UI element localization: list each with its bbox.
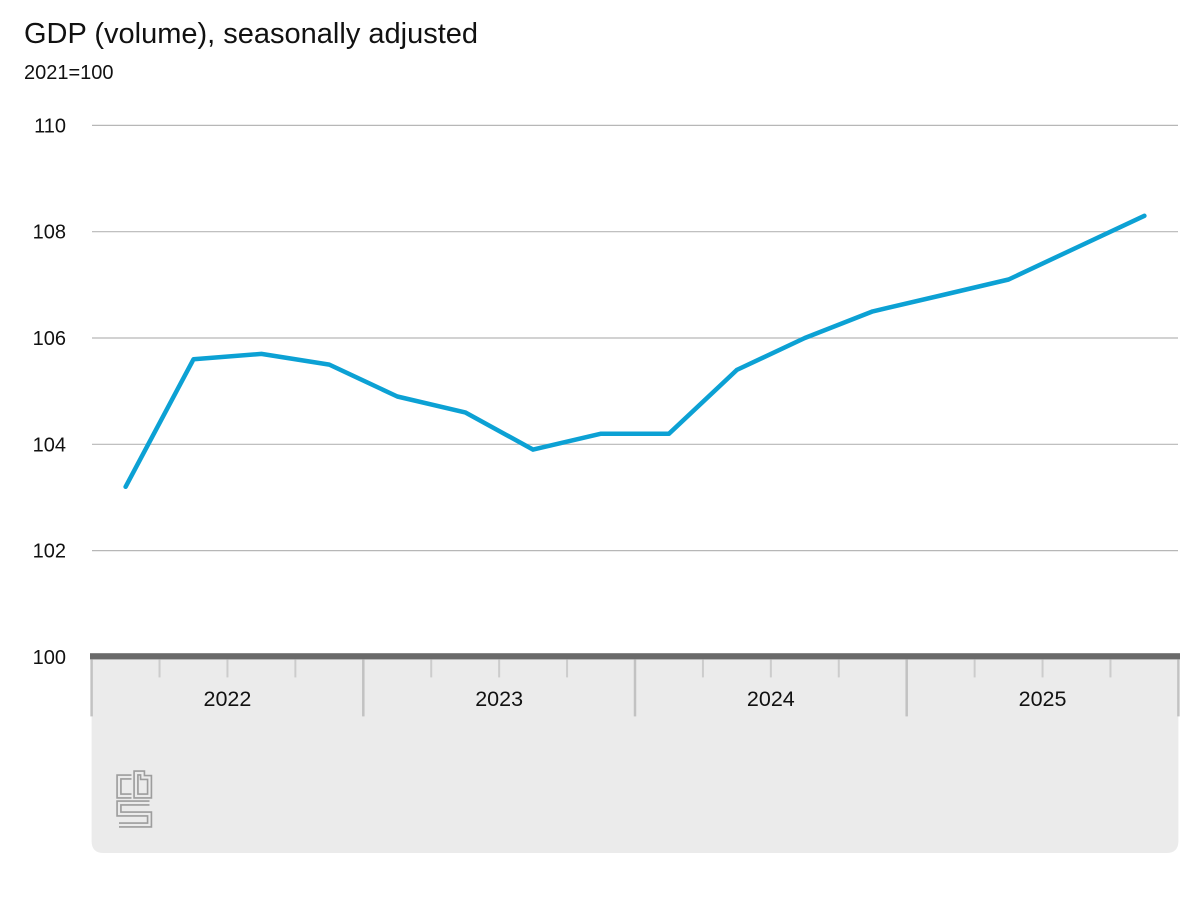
cbs-logo-stroke-inner	[134, 771, 151, 798]
y-axis-label: 106	[33, 328, 66, 350]
x-axis-year-label: 2022	[204, 687, 252, 711]
gdp-series-line	[123, 213, 1147, 490]
cbs-logo-icon	[116, 770, 153, 828]
y-axis-label: 104	[33, 434, 66, 456]
chart-title: GDP (volume), seasonally adjusted	[24, 18, 479, 50]
x-axis-baseline-bar	[90, 653, 1180, 660]
cbs-logo-stroke-inner	[117, 801, 151, 827]
chart-subtitle: 2021=100	[24, 62, 114, 84]
y-axis-label: 102	[33, 541, 66, 563]
x-axis-year-label: 2025	[1019, 687, 1067, 711]
cbs-logo-stroke-inner	[117, 775, 132, 798]
y-axis-label: 108	[33, 222, 66, 244]
y-axis-label: 100	[33, 647, 66, 669]
x-axis-year-label: 2023	[475, 687, 523, 711]
x-axis-year-label: 2024	[747, 687, 795, 711]
y-axis-label: 110	[34, 115, 66, 137]
